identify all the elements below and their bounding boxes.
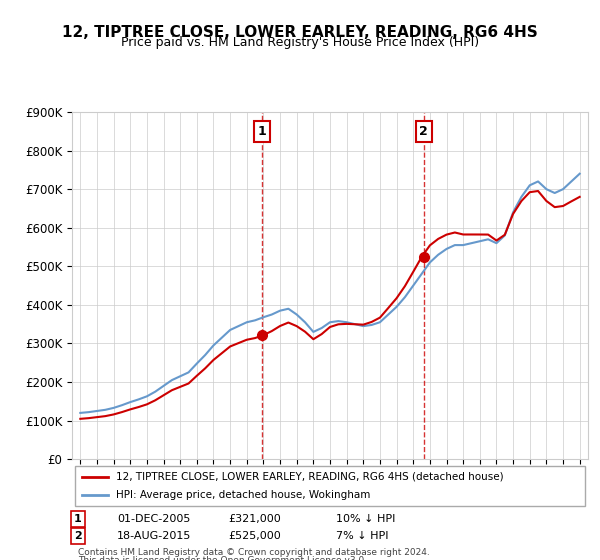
FancyBboxPatch shape	[74, 466, 586, 506]
Text: This data is licensed under the Open Government Licence v3.0.: This data is licensed under the Open Gov…	[78, 556, 367, 560]
Text: £321,000: £321,000	[228, 514, 281, 524]
Text: Contains HM Land Registry data © Crown copyright and database right 2024.: Contains HM Land Registry data © Crown c…	[78, 548, 430, 557]
Text: 1: 1	[74, 514, 82, 524]
Text: 10% ↓ HPI: 10% ↓ HPI	[336, 514, 395, 524]
Text: 2: 2	[419, 125, 428, 138]
Text: 01-DEC-2005: 01-DEC-2005	[117, 514, 190, 524]
Text: HPI: Average price, detached house, Wokingham: HPI: Average price, detached house, Woki…	[116, 490, 370, 500]
Text: 12, TIPTREE CLOSE, LOWER EARLEY, READING, RG6 4HS: 12, TIPTREE CLOSE, LOWER EARLEY, READING…	[62, 25, 538, 40]
Text: 2: 2	[74, 531, 82, 541]
Text: Price paid vs. HM Land Registry's House Price Index (HPI): Price paid vs. HM Land Registry's House …	[121, 36, 479, 49]
Text: £525,000: £525,000	[228, 531, 281, 541]
Text: 18-AUG-2015: 18-AUG-2015	[117, 531, 191, 541]
Text: 7% ↓ HPI: 7% ↓ HPI	[336, 531, 389, 541]
Text: 1: 1	[258, 125, 266, 138]
Text: 12, TIPTREE CLOSE, LOWER EARLEY, READING, RG6 4HS (detached house): 12, TIPTREE CLOSE, LOWER EARLEY, READING…	[116, 472, 503, 482]
